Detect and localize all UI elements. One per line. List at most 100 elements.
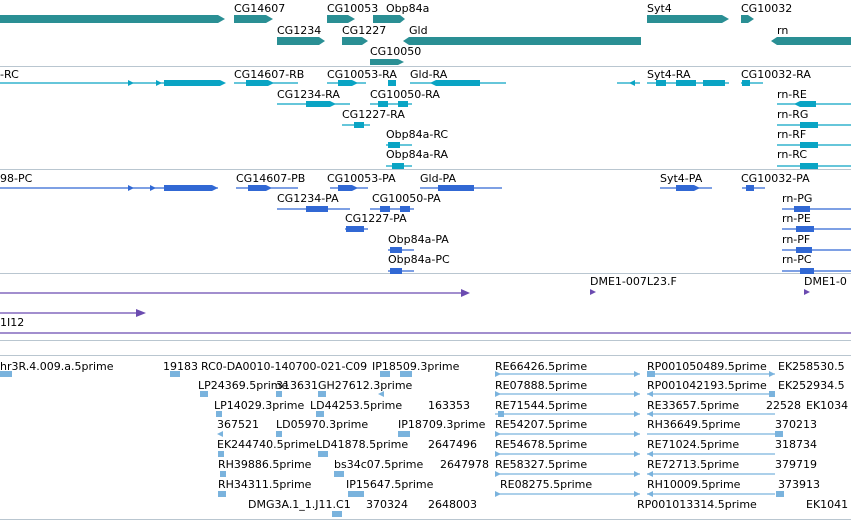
- gene-bar-CG10050[interactable]: [370, 59, 404, 65]
- est-label[interactable]: 163353: [428, 399, 470, 412]
- transcript-label[interactable]: CG10050-RA: [370, 88, 440, 101]
- polypeptide-label[interactable]: Obp84a-PA: [388, 233, 449, 246]
- polypeptide-label[interactable]: 98-PC: [0, 172, 33, 185]
- polypeptide-label[interactable]: rn-PF: [782, 233, 811, 246]
- est-label[interactable]: LD05970.3prime: [276, 418, 369, 431]
- bac-label[interactable]: DME1-007L23.F: [590, 275, 677, 288]
- transcript-label[interactable]: Obp84a-RC: [386, 128, 449, 141]
- est-label[interactable]: RE71024.5prime: [647, 438, 740, 451]
- gene-bar-CG1234[interactable]: [277, 37, 325, 45]
- transcript-label[interactable]: Syt4-RA: [647, 68, 691, 81]
- est-label[interactable]: RP001013314.5prime: [637, 498, 757, 511]
- polypeptide-label[interactable]: CG14607-PB: [236, 172, 306, 185]
- polypeptide-label[interactable]: rn-PC: [782, 253, 812, 266]
- est-label[interactable]: RH39886.5prime: [218, 458, 312, 471]
- gene-bar-rn[interactable]: [771, 37, 851, 45]
- gene-bar-CG1227[interactable]: [342, 37, 368, 45]
- est-label[interactable]: IP15647.5prime: [346, 478, 434, 491]
- est-label[interactable]: RE54207.5prime: [495, 418, 588, 431]
- est-label[interactable]: 313631: [276, 379, 318, 392]
- est-label[interactable]: RH10009.5prime: [647, 478, 741, 491]
- gene-label[interactable]: Obp84a: [386, 2, 430, 15]
- est-label[interactable]: IP18709.3prime: [398, 418, 486, 431]
- est-label[interactable]: RC0-DA0010-140700-021-C09: [201, 360, 368, 373]
- gene-label[interactable]: CG10050: [370, 45, 422, 58]
- bac-label[interactable]: DME1-0: [804, 275, 847, 288]
- gene-bar[interactable]: [0, 15, 225, 23]
- est-label[interactable]: EK258530.5: [778, 360, 845, 373]
- transcript-label[interactable]: rn-RF: [777, 128, 807, 141]
- gene-label[interactable]: Gld: [409, 24, 428, 37]
- polypeptide-label[interactable]: CG10050-PA: [372, 192, 441, 205]
- est-label[interactable]: 370324: [366, 498, 408, 511]
- transcript-label[interactable]: -RC: [0, 68, 19, 81]
- gene-label[interactable]: CG14607: [234, 2, 286, 15]
- transcript-label[interactable]: CG14607-RB: [234, 68, 305, 81]
- est-label[interactable]: 370213: [775, 418, 817, 431]
- est-label[interactable]: RP001042193.5prime: [647, 379, 767, 392]
- gene-bar-Syt4[interactable]: [647, 15, 729, 23]
- polypeptide-label[interactable]: rn-PE: [782, 212, 811, 225]
- transcript-label[interactable]: rn-RE: [777, 88, 807, 101]
- est-label[interactable]: 2647978: [440, 458, 489, 471]
- gene-label[interactable]: CG1227: [342, 24, 387, 37]
- est-label[interactable]: RP001050489.5prime: [647, 360, 767, 373]
- polypeptide-label[interactable]: CG1227-PA: [345, 212, 407, 225]
- transcript-label[interactable]: CG10032-RA: [741, 68, 811, 81]
- gene-bar-Gld[interactable]: [403, 37, 641, 45]
- gene-label[interactable]: CG10032: [741, 2, 793, 15]
- bac-arrow[interactable]: [136, 309, 146, 317]
- est-label[interactable]: RE66426.5prime: [495, 360, 588, 373]
- est-label[interactable]: 22528: [766, 399, 801, 412]
- est-label[interactable]: DMG3A.1_1.J11.C1: [248, 498, 351, 511]
- est-label[interactable]: LP14029.3prime: [214, 399, 305, 412]
- gene-bar-Obp84a[interactable]: [373, 15, 405, 23]
- transcript-label[interactable]: CG10053-RA: [327, 68, 397, 81]
- est-label[interactable]: RE54678.5prime: [495, 438, 588, 451]
- est-label[interactable]: LP24369.5prime: [198, 379, 289, 392]
- polypeptide-label[interactable]: Obp84a-PC: [388, 253, 450, 266]
- est-label[interactable]: RE71544.5prime: [495, 399, 588, 412]
- transcript-label[interactable]: rn-RC: [777, 148, 808, 161]
- est-label[interactable]: RE33657.5prime: [647, 399, 740, 412]
- polypeptide-label[interactable]: CG10032-PA: [741, 172, 810, 185]
- est-label[interactable]: 379719: [775, 458, 817, 471]
- est-label[interactable]: 318734: [775, 438, 817, 451]
- polypeptide-label[interactable]: Syt4-PA: [660, 172, 703, 185]
- est-label[interactable]: RE58327.5prime: [495, 458, 588, 471]
- est-label[interactable]: hr3R.4.009.a.5prime: [0, 360, 114, 373]
- est-label[interactable]: 19183: [163, 360, 198, 373]
- est-label[interactable]: RE08275.5prime: [500, 478, 593, 491]
- gene-bar-CG14607[interactable]: [234, 15, 273, 23]
- est-label[interactable]: EK1034: [806, 399, 849, 412]
- est-label[interactable]: 2648003: [428, 498, 477, 511]
- polypeptide-label[interactable]: CG10053-PA: [327, 172, 396, 185]
- est-label[interactable]: 367521: [217, 418, 259, 431]
- est-label[interactable]: RH36649.5prime: [647, 418, 741, 431]
- gene-label[interactable]: CG10053: [327, 2, 379, 15]
- est-label[interactable]: 2647496: [428, 438, 477, 451]
- gene-label[interactable]: rn: [777, 24, 789, 37]
- est-label[interactable]: EK252934.5: [778, 379, 845, 392]
- gene-label[interactable]: Syt4: [647, 2, 672, 15]
- est-label[interactable]: EK1041: [806, 498, 849, 511]
- est-label[interactable]: bs34c07.5prime: [334, 458, 424, 471]
- polypeptide-label[interactable]: rn-PG: [782, 192, 813, 205]
- transcript-label[interactable]: Gld-RA: [410, 68, 448, 81]
- est-label[interactable]: IP18509.3prime: [372, 360, 460, 373]
- bac-label[interactable]: 1I12: [0, 316, 25, 329]
- gene-bar-CG10032[interactable]: [741, 15, 754, 23]
- est-label[interactable]: RE07888.5prime: [495, 379, 588, 392]
- est-label[interactable]: RH34311.5prime: [218, 478, 312, 491]
- transcript-label[interactable]: CG1234-RA: [277, 88, 340, 101]
- bac-marker[interactable]: [590, 289, 596, 295]
- est-label[interactable]: RE72713.5prime: [647, 458, 740, 471]
- gene-bar-CG10053[interactable]: [327, 15, 355, 23]
- bac-marker[interactable]: [804, 289, 810, 295]
- est-label[interactable]: LD41878.5prime: [316, 438, 409, 451]
- gene-label[interactable]: CG1234: [277, 24, 322, 37]
- est-label[interactable]: LD44253.5prime: [310, 399, 403, 412]
- polypeptide-label[interactable]: Gld-PA: [420, 172, 456, 185]
- transcript-label[interactable]: rn-RG: [777, 108, 809, 121]
- polypeptide-label[interactable]: CG1234-PA: [277, 192, 339, 205]
